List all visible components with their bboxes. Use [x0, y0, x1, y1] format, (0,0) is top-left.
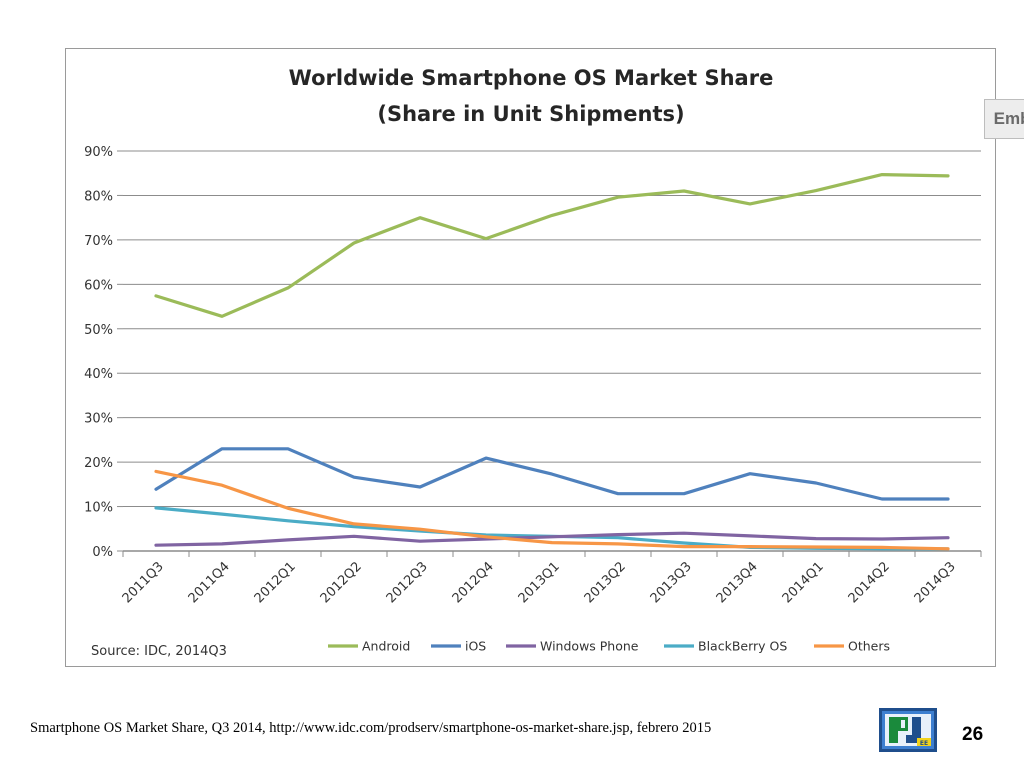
y-tick-label: 60%: [84, 278, 113, 293]
embed-button[interactable]: Embed: [984, 99, 1024, 139]
x-tick-label-2013Q3: 2013Q3: [648, 559, 695, 606]
chart-title-line2: (Share in Unit Shipments): [377, 102, 684, 126]
x-tick-label-2011Q4: 2011Q4: [186, 559, 233, 606]
x-tick-label-2011Q3: 2011Q3: [120, 559, 167, 606]
y-tick-label: 20%: [84, 456, 113, 471]
series-line-android: [154, 172, 950, 318]
page-number: 26: [962, 724, 984, 745]
x-tick-label-2012Q1: 2012Q1: [252, 559, 299, 606]
slide-caption: Smartphone OS Market Share, Q3 2014, htt…: [30, 720, 712, 736]
x-tick-label-2014Q2: 2014Q2: [846, 559, 893, 606]
chart-frame: Worldwide Smartphone OS Market Share (Sh…: [65, 48, 1024, 667]
legend-label-windows-phone: Windows Phone: [540, 639, 639, 654]
series-line-others: [154, 469, 950, 551]
legend-label-ios: iOS: [465, 639, 486, 654]
x-tick-label-2013Q4: 2013Q4: [714, 559, 761, 606]
logo-text: EE: [920, 740, 928, 747]
x-tick-label-2014Q1: 2014Q1: [780, 559, 827, 606]
x-tick-label-2012Q3: 2012Q3: [384, 559, 431, 606]
legend-label-blackberry-os: BlackBerry OS: [698, 639, 787, 654]
x-tick-label-2012Q2: 2012Q2: [318, 559, 365, 606]
y-tick-label: 80%: [84, 189, 113, 204]
x-tick-label-2012Q4: 2012Q4: [450, 559, 497, 606]
y-tick-label: 30%: [84, 412, 113, 427]
y-tick-label: 90%: [84, 145, 113, 160]
y-tick-label: 0%: [92, 545, 113, 560]
legend-label-others: Others: [848, 639, 890, 654]
series-line-windows-phone: [154, 531, 950, 547]
series-line-ios: [154, 447, 950, 501]
chart-title-line1: Worldwide Smartphone OS Market Share: [289, 66, 774, 90]
logo-icon: EE: [879, 708, 937, 752]
x-tick-label-2014Q3: 2014Q3: [912, 559, 959, 606]
y-tick-label: 10%: [84, 501, 113, 516]
x-tick-label-2013Q2: 2013Q2: [582, 559, 629, 606]
legend-label-android: Android: [362, 639, 410, 654]
y-tick-label: 40%: [84, 367, 113, 382]
x-tick-label-2013Q1: 2013Q1: [516, 559, 563, 606]
chart-svg: Worldwide Smartphone OS Market Share (Sh…: [84, 66, 982, 659]
chart-source: Source: IDC, 2014Q3: [91, 644, 227, 659]
y-tick-label: 70%: [84, 234, 113, 249]
y-tick-label: 50%: [84, 323, 113, 338]
